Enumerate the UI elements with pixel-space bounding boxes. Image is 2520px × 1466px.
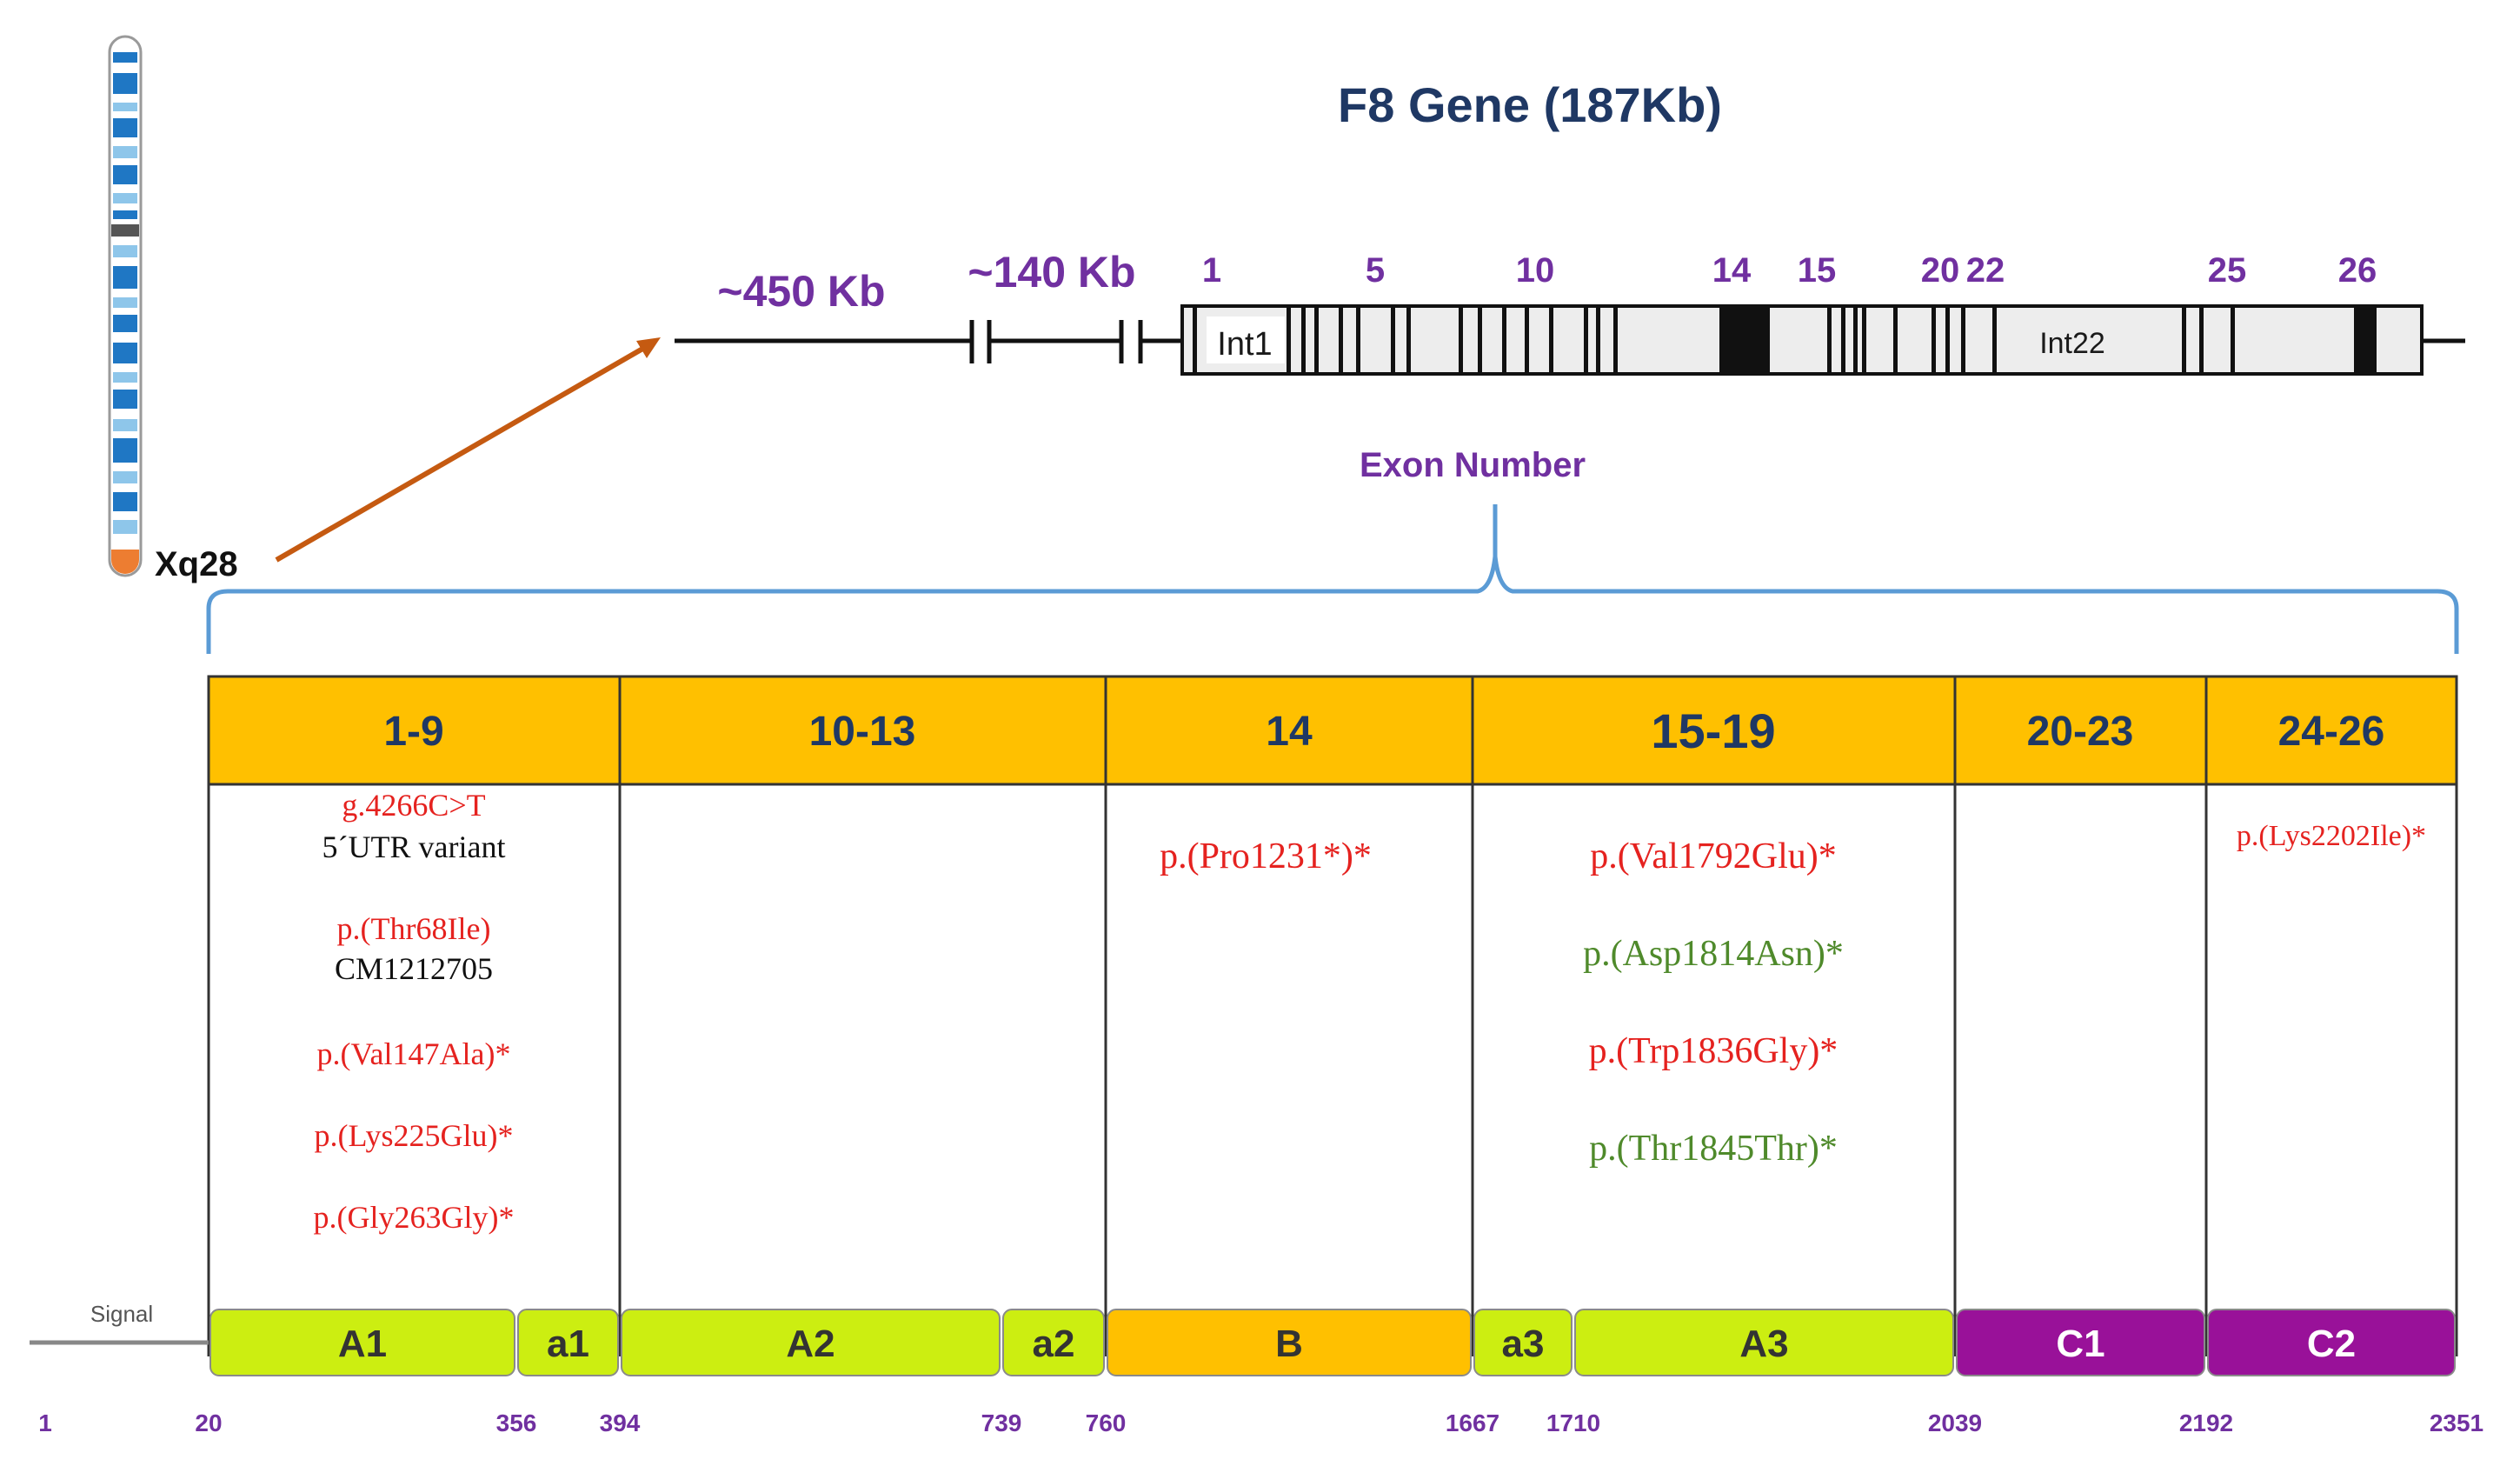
variant-item: p.(Pro1231*)* (1160, 836, 1372, 876)
chromosome-x-ideogram (108, 35, 143, 577)
variant-item: p.(Thr68Ile) (337, 911, 491, 946)
distance-140kb-label: ~140 Kb (967, 248, 1135, 297)
aa-position-tick-label: 1667 (1446, 1409, 1499, 1436)
domain-a1-block (209, 1309, 515, 1376)
chromosome-band-label: Xq28 (155, 545, 238, 583)
domain-a1-block (517, 1309, 619, 1376)
region-header-10-13: 10-13 (809, 709, 916, 755)
variant-item: p.(Val1792Glu)* (1590, 836, 1836, 876)
exon-number-1: 1 (1202, 251, 1221, 290)
variant-item: p.(Thr1845Thr)* (1589, 1129, 1838, 1169)
domain-c2-block (2207, 1309, 2456, 1376)
exon-number-10: 10 (1516, 251, 1555, 290)
domain-c1-block (1956, 1309, 2205, 1376)
domain-a2-label: a2 (1033, 1323, 1075, 1365)
domain-a2-block (621, 1309, 1001, 1376)
variants-region-1-9: g.4266C>T 5´UTR variant p.(Thr68Ile) CM1… (314, 788, 515, 1235)
exon-number-20: 20 (1921, 251, 1960, 290)
domain-a1-label: a1 (547, 1323, 589, 1365)
amino-acid-axis: 1 20 356 394 739 760 1667 1710 2039 2192 2351 (38, 1409, 2483, 1436)
aa-position-tick-label: 2192 (2179, 1409, 2233, 1436)
aa-position-tick-label: 739 (981, 1409, 1022, 1436)
domain-b-block (1107, 1309, 1472, 1376)
variant-item: p.(Val147Ala)* (317, 1036, 511, 1071)
exon-number-15: 15 (1798, 251, 1837, 290)
aa-position-tick-label: 760 (1086, 1409, 1127, 1436)
intron-22-label: Int22 (2039, 327, 2105, 360)
variant-item: p.(Lys225Glu)* (315, 1118, 514, 1153)
exon-number-14: 14 (1712, 251, 1752, 290)
variant-item: p.(Trp1836Gly)* (1589, 1031, 1838, 1071)
domain-a3-label: A3 (1739, 1323, 1788, 1365)
domain-c2-label: C2 (2307, 1323, 2356, 1365)
region-header-14: 14 (1266, 709, 1313, 755)
intron-1-label: Int1 (1217, 326, 1272, 363)
variant-note: 5´UTR variant (322, 830, 506, 864)
gene-body (1180, 304, 2424, 376)
gene-structure: Int1 Int22 (675, 304, 2465, 376)
variant-item: p.(Gly263Gly)* (314, 1200, 515, 1235)
variant-item: p.(Asp1814Asn)* (1583, 934, 1844, 974)
zoom-arrow (275, 337, 661, 563)
exon-region-table: 1-9 10-13 14 15-19 20-23 24-26 (207, 675, 2458, 1356)
page-title: F8 Gene (187Kb) (1338, 77, 1722, 132)
xq28-band-marker (111, 550, 139, 574)
aa-position-tick-label: 2039 (1928, 1409, 1982, 1436)
exon-number-26: 26 (2338, 251, 2377, 290)
signal-label: Signal (90, 1301, 153, 1327)
domain-a3-block (1574, 1309, 1954, 1376)
aa-position-tick-label: 1710 (1546, 1409, 1600, 1436)
exon-number-5: 5 (1366, 251, 1385, 290)
aa-position-tick-label: 1 (38, 1409, 52, 1436)
domain-a2-block (1002, 1309, 1105, 1376)
exon-number-22: 22 (1966, 251, 2005, 290)
region-header-15-19: 15-19 (1651, 703, 1775, 758)
exon-number-25: 25 (2208, 251, 2247, 290)
region-header-24-26: 24-26 (2278, 709, 2385, 755)
variant-item: p.(Lys2202Ile)* (2237, 820, 2426, 852)
region-header-1-9: 1-9 (383, 709, 443, 755)
exon-range-bracket (206, 504, 2459, 654)
variants-region-15-19: p.(Val1792Glu)* p.(Asp1814Asn)* p.(Trp18… (1583, 836, 1844, 1169)
region-header-20-23: 20-23 (2027, 709, 2134, 755)
domain-a3-block (1473, 1309, 1573, 1376)
domain-b-label: B (1275, 1323, 1303, 1365)
domain-c1-label: C1 (2056, 1323, 2104, 1365)
aa-position-tick-label: 2351 (2430, 1409, 2483, 1436)
aa-position-tick-label: 20 (195, 1409, 222, 1436)
domain-a3-label: a3 (1502, 1323, 1545, 1365)
aa-position-tick-label: 356 (496, 1409, 537, 1436)
domain-a1-label: A1 (338, 1323, 387, 1365)
distance-450kb-label: ~450 Kb (717, 267, 885, 316)
exon-number-caption: Exon Number (1360, 446, 1586, 484)
aa-position-tick-label: 394 (600, 1409, 641, 1436)
variant-note: CM1212705 (335, 951, 493, 986)
variant-item: g.4266C>T (342, 788, 485, 823)
domain-a2-label: A2 (786, 1323, 834, 1365)
